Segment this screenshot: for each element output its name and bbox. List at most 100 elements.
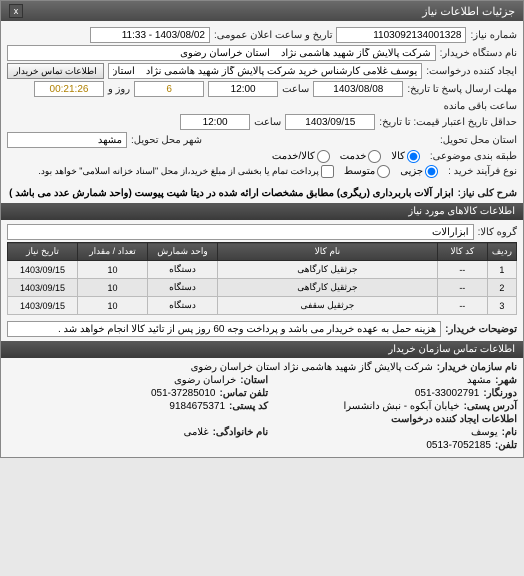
city-label: شهر: <box>495 375 517 386</box>
phone-label: تلفن تماس: <box>220 388 269 399</box>
table-row[interactable]: 3--جرثقیل سقفیدستگاه101403/09/15 <box>8 297 517 315</box>
org-label: نام سازمان خریدار: <box>437 362 517 373</box>
table-row[interactable]: 2--جرثقیل کارگاهیدستگاه101403/09/15 <box>8 279 517 297</box>
buyer-notes-label: توضیحات خریدار: <box>445 324 517 335</box>
tel-label: تلفن: <box>495 440 517 451</box>
deadline-reply-time-input[interactable] <box>208 81 278 97</box>
phone-value: 051-37285010 <box>151 388 216 399</box>
close-icon[interactable]: x <box>9 4 23 18</box>
remaining-label: ساعت باقی مانده <box>444 101 517 112</box>
payment-note-text: پرداخت تمام یا بخشی از مبلغ خرید،از محل … <box>38 166 318 177</box>
table-cell: 1 <box>487 261 516 279</box>
table-header: کد کالا <box>437 243 487 261</box>
purchase-medium-text: متوسط <box>344 166 375 177</box>
category-goods-service-text: کالا/خدمت <box>272 151 315 162</box>
days-remaining-input[interactable] <box>134 81 204 97</box>
purchase-partial-input[interactable] <box>425 165 438 178</box>
table-cell: جرثقیل سقفی <box>218 297 438 315</box>
table-cell: -- <box>437 261 487 279</box>
category-goods-input[interactable] <box>407 150 420 163</box>
delivery-city-input[interactable] <box>7 132 127 148</box>
province-value: خراسان رضوی <box>174 375 236 386</box>
table-cell: 10 <box>78 297 148 315</box>
goods-group-label: گروه کالا: <box>478 227 517 238</box>
table-cell: 10 <box>78 261 148 279</box>
city-value: مشهد <box>467 375 491 386</box>
req-creator-header: اطلاعات ایجاد کننده درخواست <box>391 414 517 425</box>
table-cell: 2 <box>487 279 516 297</box>
table-cell: -- <box>437 297 487 315</box>
subject-category-label: طبقه بندی موضوعی: <box>430 151 517 162</box>
time-label-1: ساعت <box>282 84 309 95</box>
min-credit-date-label: حداقل تاریخ اعتبار قیمت: تا تاریخ: <box>379 117 517 128</box>
category-goods-radio[interactable]: کالا <box>391 150 420 163</box>
goods-table: ردیفکد کالانام کالاواحد شمارشتعداد / مقد… <box>7 242 517 315</box>
category-service-radio[interactable]: خدمت <box>340 150 382 163</box>
table-cell: 10 <box>78 279 148 297</box>
postal-label: کد پستی: <box>229 401 268 412</box>
purchase-medium-radio[interactable]: متوسط <box>344 165 390 178</box>
purchase-partial-radio[interactable]: جزیی <box>400 165 438 178</box>
delivery-province-label: استان محل تحویل: <box>440 135 517 146</box>
table-cell: 3 <box>487 297 516 315</box>
family-value: غلامی <box>184 427 209 438</box>
min-credit-date-input[interactable] <box>285 114 375 130</box>
fax-value: 051-33002791 <box>415 388 480 399</box>
postal-value: 9184675371 <box>169 401 225 412</box>
device-name-label: نام دستگاه خریدار: <box>440 48 517 59</box>
need-number-label: شماره نیاز: <box>470 30 517 41</box>
address-value: خیابان آبکوه - نبش دانشسرا <box>344 401 460 412</box>
need-number-input[interactable] <box>336 27 466 43</box>
payment-note-input[interactable] <box>321 165 334 178</box>
goods-group-input[interactable] <box>7 224 474 240</box>
table-cell: دستگاه <box>148 297 218 315</box>
time-remaining-input[interactable] <box>34 81 104 97</box>
tel-value: 0513-7052185 <box>426 440 491 451</box>
contact-info-button[interactable]: اطلاعات تماس خریدار <box>7 63 104 79</box>
table-cell: دستگاه <box>148 261 218 279</box>
creator-input[interactable] <box>108 63 423 79</box>
category-goods-service-input[interactable] <box>317 150 330 163</box>
fax-label: دورنگار: <box>483 388 517 399</box>
category-service-input[interactable] <box>368 150 381 163</box>
name-label: نام: <box>502 427 517 438</box>
delivery-city-label: شهر محل تحویل: <box>131 135 202 146</box>
table-header: واحد شمارش <box>148 243 218 261</box>
table-header: ردیف <box>487 243 516 261</box>
table-cell: جرثقیل کارگاهی <box>218 279 438 297</box>
time-label-2: ساعت <box>254 117 281 128</box>
table-row[interactable]: 1--جرثقیل کارگاهیدستگاه101403/09/15 <box>8 261 517 279</box>
min-credit-time-input[interactable] <box>180 114 250 130</box>
need-title-text: ابزار آلات باربرداری (ریگری) مطابق مشخصا… <box>9 188 454 199</box>
address-label: آدرس پستی: <box>464 401 517 412</box>
table-cell: دستگاه <box>148 279 218 297</box>
titlebar: جزئیات اطلاعات نیاز x <box>1 1 523 21</box>
name-value: یوسف <box>471 427 498 438</box>
public-announce-label: تاریخ و ساعت اعلان عمومی: <box>214 30 333 41</box>
public-announce-input[interactable] <box>90 27 210 43</box>
purchase-type-label: نوع فرآیند خرید : <box>448 166 517 177</box>
purchase-partial-text: جزیی <box>400 166 423 177</box>
category-goods-service-radio[interactable]: کالا/خدمت <box>272 150 330 163</box>
table-header: نام کالا <box>218 243 438 261</box>
payment-note-check[interactable]: پرداخت تمام یا بخشی از مبلغ خرید،از محل … <box>38 165 333 178</box>
goods-info-header: اطلاعات کالاهای مورد نیاز <box>1 203 523 220</box>
creator-label: ایجاد کننده درخواست: <box>426 66 517 77</box>
deadline-reply-date-input[interactable] <box>313 81 403 97</box>
table-cell: 1403/09/15 <box>8 279 78 297</box>
table-cell: جرثقیل کارگاهی <box>218 261 438 279</box>
province-label: استان: <box>240 375 268 386</box>
purchase-medium-input[interactable] <box>377 165 390 178</box>
buyer-notes-input[interactable] <box>7 321 441 337</box>
table-cell: -- <box>437 279 487 297</box>
category-goods-text: کالا <box>391 151 405 162</box>
contact-info-header: اطلاعات تماس سازمان خریدار <box>1 341 523 358</box>
family-label: نام خانوادگی: <box>213 427 269 438</box>
table-cell: 1403/09/15 <box>8 297 78 315</box>
need-title-label: شرح کلی نیاز: <box>458 188 517 199</box>
device-name-input[interactable] <box>7 45 436 61</box>
days-label: روز و <box>108 84 130 95</box>
details-panel: جزئیات اطلاعات نیاز x شماره نیاز: تاریخ … <box>0 0 524 458</box>
table-header: تعداد / مقدار <box>78 243 148 261</box>
table-cell: 1403/09/15 <box>8 261 78 279</box>
